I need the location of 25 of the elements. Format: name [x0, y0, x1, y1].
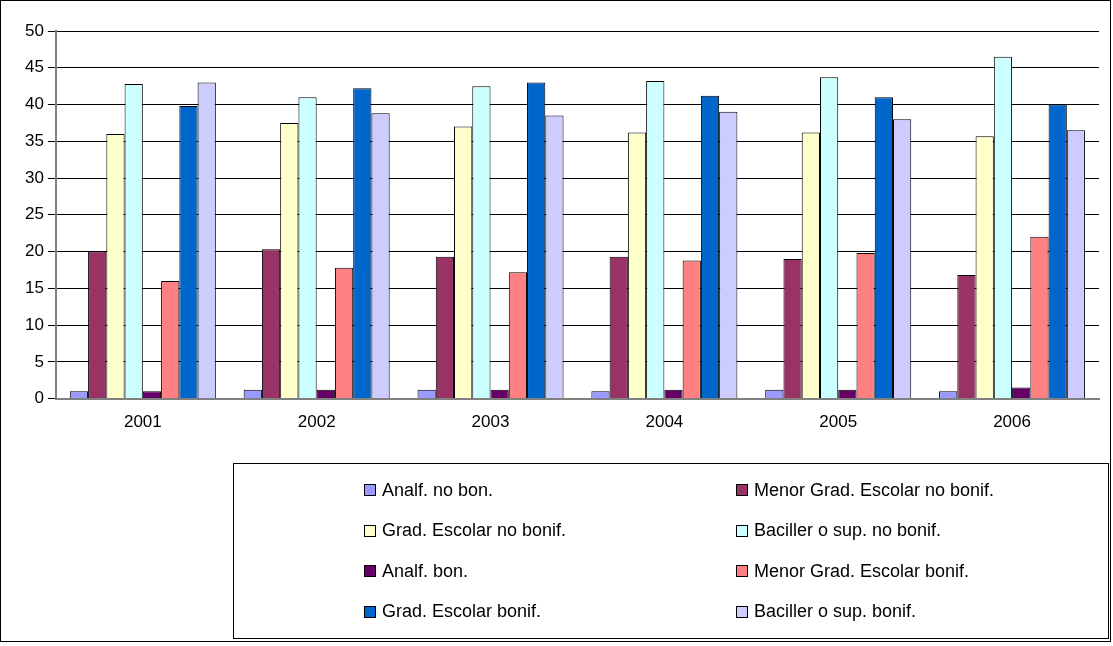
legend-label: Baciller o sup. bonif.: [754, 601, 917, 623]
x-tick-label: 2002: [297, 412, 336, 432]
y-tick-label: 5: [34, 351, 44, 371]
legend-label: Analf. no bon.: [382, 479, 494, 501]
y-tick-label: 30: [24, 167, 44, 187]
legend-label: Menor Grad. Escolar no bonif.: [754, 479, 995, 501]
x-tick-label: 2005: [819, 412, 858, 432]
y-tick-label: 0: [34, 388, 44, 408]
legend-label: Baciller o sup. no bonif.: [754, 520, 942, 542]
y-tick-label: 50: [24, 20, 44, 40]
x-tick-label: 2003: [471, 412, 510, 432]
x-tick-label: 2004: [645, 412, 684, 432]
x-tick-label: 2006: [993, 412, 1031, 432]
y-tick-label: 45: [24, 57, 44, 77]
x-tick-label: 2001: [123, 412, 162, 432]
legend-label: Analf. bon.: [382, 560, 469, 582]
legend-label: Menor Grad. Escolar bonif.: [754, 560, 970, 582]
y-tick-label: 40: [24, 94, 44, 114]
y-tick-label: 15: [24, 278, 44, 298]
y-tick-label: 25: [24, 204, 44, 224]
legend-label: Grad. Escolar no bonif.: [382, 520, 567, 542]
legend-label: Grad. Escolar bonif.: [382, 601, 542, 623]
y-tick-label: 20: [24, 241, 44, 261]
y-tick-label: 10: [24, 314, 44, 334]
y-tick-label: 35: [24, 130, 44, 150]
